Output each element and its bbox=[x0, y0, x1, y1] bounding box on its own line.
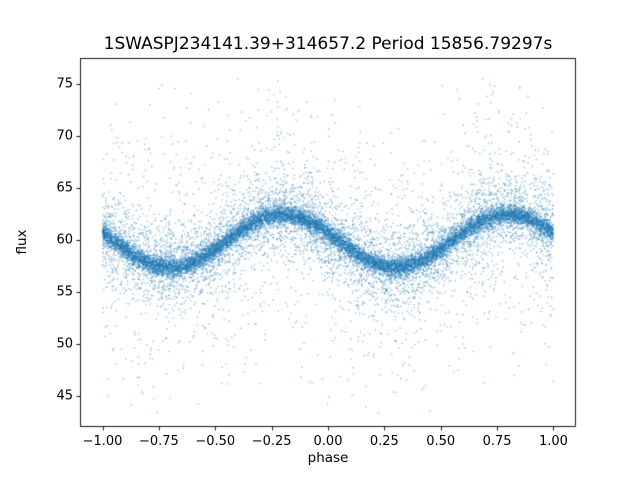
x-tick-label: −1.00 bbox=[82, 434, 123, 449]
x-tick-label: 0.75 bbox=[482, 434, 512, 449]
x-tick-label: 0.25 bbox=[369, 434, 399, 449]
x-tick-label: 1.00 bbox=[538, 434, 568, 449]
x-axis-label: phase bbox=[307, 450, 349, 466]
y-tick-label: 50 bbox=[56, 336, 73, 352]
x-tick-label: −0.25 bbox=[251, 434, 292, 449]
y-tick-label: 60 bbox=[56, 232, 73, 248]
y-tick-label: 65 bbox=[56, 180, 73, 196]
y-tick-label: 55 bbox=[56, 284, 73, 300]
x-tick-label: −0.75 bbox=[138, 434, 179, 449]
y-tick-label: 45 bbox=[56, 388, 73, 404]
x-tick-label: 0.50 bbox=[426, 434, 456, 449]
y-tick-label: 70 bbox=[56, 128, 73, 144]
x-tick-label: 0.00 bbox=[313, 434, 343, 449]
y-axis-label: flux bbox=[14, 229, 30, 255]
y-tick-label: 75 bbox=[56, 76, 73, 92]
x-tick-label: −0.50 bbox=[195, 434, 236, 449]
chart-title: 1SWASPJ234141.39+314657.2 Period 15856.7… bbox=[103, 34, 553, 54]
